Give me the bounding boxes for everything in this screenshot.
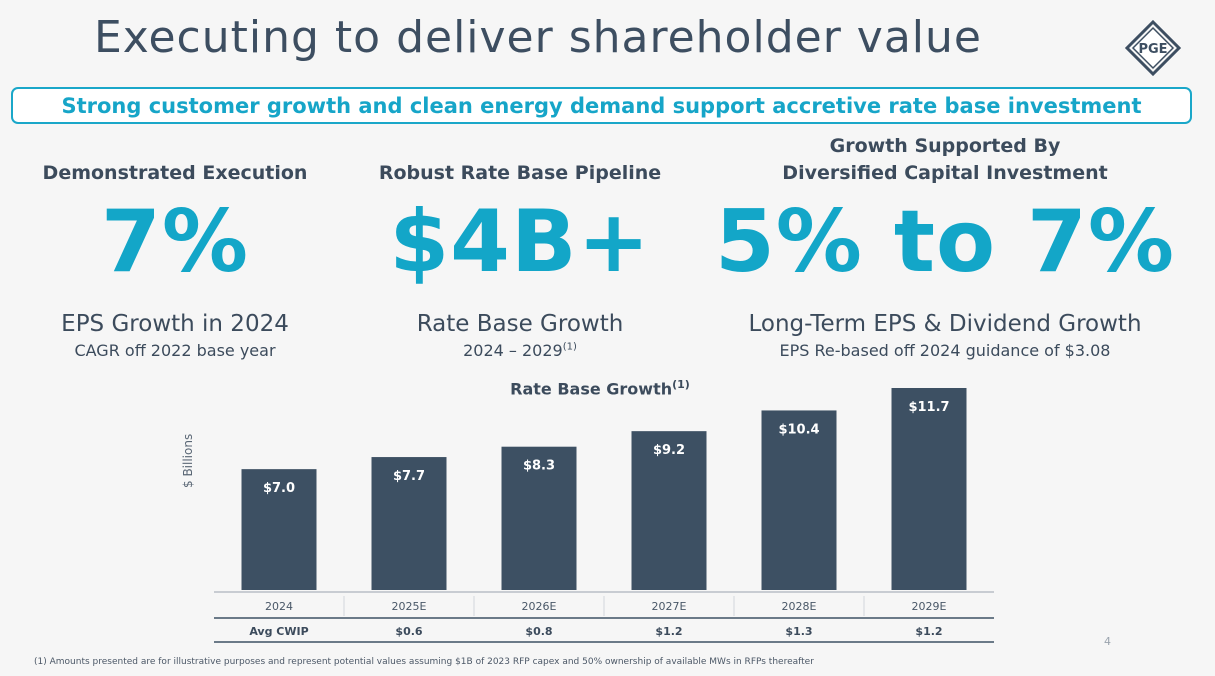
category-label: 2026E [522, 600, 557, 613]
kpi-note: CAGR off 2022 base year [74, 341, 276, 360]
bar-2027E [631, 431, 707, 590]
bar-2025E [371, 457, 447, 590]
bar-value-label: $10.4 [778, 422, 819, 437]
category-label: 2027E [652, 600, 687, 613]
kpi-heading: Robust Rate Base Pipeline [378, 162, 662, 184]
logo-text: PGE [1138, 42, 1167, 57]
bar-value-label: $7.7 [393, 469, 425, 484]
kpi-note: EPS Re-based off 2024 guidance of $3.08 [779, 341, 1111, 360]
banner-text: Strong customer growth and clean energy … [61, 93, 1142, 118]
kpi-subtitle: Rate Base Growth [416, 311, 624, 337]
bar-2028E [761, 410, 837, 590]
bar-2029E [891, 388, 967, 590]
kpi-value: 5% to 7% [714, 192, 1176, 292]
category-label: 2024 [265, 600, 293, 613]
page-number: 4 [1104, 635, 1111, 648]
category-label: 2028E [782, 600, 817, 613]
bar-value-label: $11.7 [908, 400, 949, 415]
footnote: (1) Amounts presented are for illustrati… [34, 657, 814, 667]
cwip-value: $1.2 [915, 625, 942, 638]
table-row-label: Avg CWIP [249, 625, 308, 638]
kpi-heading-line1: Growth Supported By [829, 135, 1061, 157]
kpi-rate-base-pipeline: Robust Rate Base Pipeline $4B+ Rate Base… [360, 160, 680, 360]
rate-base-bar-chart: $7.0 2024 Avg CWIP $7.7 2025E $0.6 $8.3 2026E $0… [214, 388, 994, 643]
bar-value-label: $7.0 [263, 481, 295, 496]
kpi-value: $4B+ [389, 192, 651, 292]
bar-value-label: $8.3 [523, 459, 555, 474]
bar-2024 [241, 469, 317, 590]
cwip-value: $1.2 [655, 625, 682, 638]
kpi-subtitle: Long-Term EPS & Dividend Growth [748, 311, 1142, 337]
kpi-subtitle: EPS Growth in 2024 [61, 311, 289, 337]
pge-logo: PGE [1125, 20, 1181, 76]
cwip-value: $1.3 [785, 625, 812, 638]
kpi-heading: Demonstrated Execution [42, 162, 308, 184]
cwip-value: $0.8 [525, 625, 552, 638]
category-label: 2025E [392, 600, 427, 613]
bar-value-label: $9.2 [653, 443, 685, 458]
kpi-heading-line2: Diversified Capital Investment [782, 162, 1108, 184]
page-title: Executing to deliver shareholder value [94, 12, 982, 63]
kpi-value: 7% [100, 192, 249, 292]
kpi-demonstrated-execution: Demonstrated Execution 7% EPS Growth in … [20, 160, 330, 360]
headline-banner: Strong customer growth and clean energy … [11, 87, 1192, 124]
bar-2026E [501, 446, 577, 590]
chart-title: Rate Base Growth(1) [510, 378, 690, 399]
kpi-long-term-growth: Growth Supported By Diversified Capital … [710, 133, 1180, 360]
chart-y-axis-label: $ Billions [181, 433, 195, 488]
kpi-note: 2024 – 2029(1) [463, 341, 577, 360]
cwip-value: $0.6 [395, 625, 422, 638]
category-label: 2029E [912, 600, 947, 613]
